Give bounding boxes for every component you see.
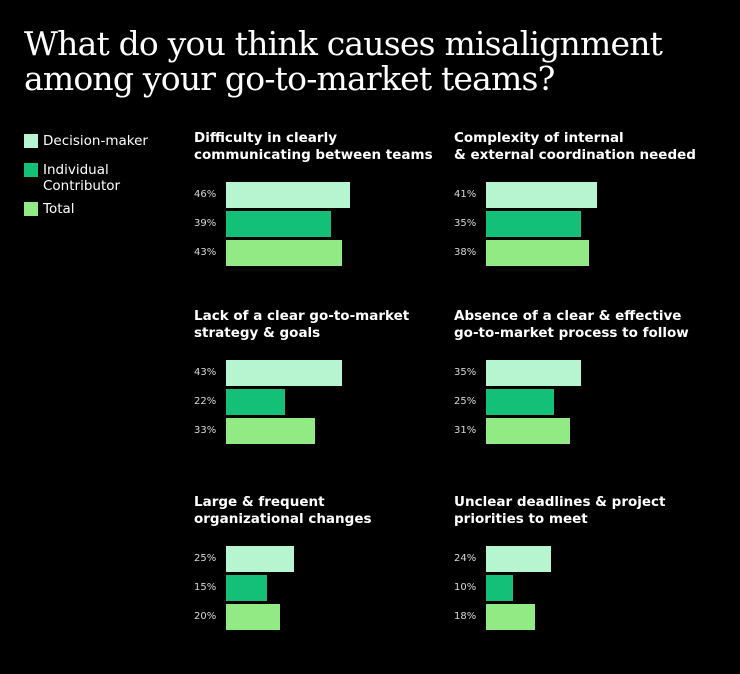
- data-label-decision-maker: 35%: [454, 367, 477, 378]
- bar-total: [486, 240, 589, 266]
- title-line-2: among your go-to-market teams?: [24, 59, 555, 98]
- bar-total: [486, 418, 570, 444]
- data-label-decision-maker: 25%: [194, 553, 217, 564]
- bar-individual-contributor: [226, 575, 267, 601]
- data-label-total: 43%: [194, 247, 217, 258]
- legend-label-total: Total: [43, 201, 75, 217]
- data-label-total: 38%: [454, 247, 477, 258]
- bar-decision-maker: [486, 360, 581, 386]
- data-label-decision-maker: 41%: [454, 189, 477, 200]
- chart-title: Large & frequent organizational changes: [194, 494, 439, 528]
- title-line-1: What do you think causes misalignment: [24, 24, 663, 63]
- bar-decision-maker: [226, 182, 351, 208]
- data-label-individual-contributor: 22%: [194, 396, 217, 407]
- chart-title-line: go-to-market process to follow: [454, 325, 689, 341]
- data-label-decision-maker: 43%: [194, 367, 217, 378]
- chart-title: Difficulty in clearly communicating betwe…: [194, 130, 439, 164]
- bar-individual-contributor: [486, 575, 513, 601]
- data-label-individual-contributor: 25%: [454, 396, 477, 407]
- legend-swatch-total: [24, 202, 38, 216]
- data-label-total: 18%: [454, 611, 477, 622]
- data-label-total: 20%: [194, 611, 217, 622]
- bar-individual-contributor: [226, 389, 286, 415]
- chart-panel: Absence of a clear & effective go-to-mark…: [454, 308, 704, 468]
- chart-title-line: & external coordination needed: [454, 147, 696, 163]
- chart-title-line: strategy & goals: [194, 325, 321, 341]
- bar-total: [226, 240, 343, 266]
- chart-title-line: organizational changes: [194, 511, 372, 527]
- legend-swatch-individual-contributor: [24, 163, 38, 177]
- legend-swatch-decision-maker: [24, 134, 38, 148]
- data-label-individual-contributor: 15%: [194, 582, 217, 593]
- legend-item-total: Total: [24, 201, 153, 217]
- bar-individual-contributor: [226, 211, 332, 237]
- bar-individual-contributor: [486, 211, 581, 237]
- chart-title-line: priorities to meet: [454, 511, 588, 527]
- chart-title-line: Difficulty in clearly: [194, 130, 338, 146]
- chart-panel: Large & frequent organizational changes 25…: [194, 494, 444, 654]
- legend-label-decision-maker: Decision-maker: [43, 133, 148, 149]
- bar-total: [486, 604, 535, 630]
- bar-individual-contributor: [486, 389, 554, 415]
- chart-title-line: Absence of a clear & effective: [454, 308, 682, 324]
- chart-title-line: Complexity of internal: [454, 130, 624, 146]
- bar-total: [226, 418, 316, 444]
- data-label-decision-maker: 46%: [194, 189, 217, 200]
- bar-decision-maker: [226, 360, 343, 386]
- chart-panel: Difficulty in clearly communicating betwe…: [194, 130, 444, 290]
- bar-total: [226, 604, 280, 630]
- chart-title-line: Lack of a clear go-to-market: [194, 308, 410, 324]
- legend-item-decision-maker: Decision-maker: [24, 133, 153, 149]
- data-label-individual-contributor: 35%: [454, 218, 477, 229]
- chart-panel: Lack of a clear go-to-market strategy & g…: [194, 308, 444, 468]
- chart-title-line: Unclear deadlines & project: [454, 494, 666, 510]
- chart-title: Absence of a clear & effective go-to-mark…: [454, 308, 699, 342]
- data-label-decision-maker: 24%: [454, 553, 477, 564]
- bar-decision-maker: [226, 546, 294, 572]
- chart-title: Unclear deadlines & project priorities to…: [454, 494, 699, 528]
- chart-title: Complexity of internal & external coordin…: [454, 130, 699, 164]
- chart-title-line: Large & frequent: [194, 494, 325, 510]
- page-title: What do you think causes misalignment am…: [24, 26, 714, 96]
- data-label-individual-contributor: 10%: [454, 582, 477, 593]
- chart-panel: Unclear deadlines & project priorities to…: [454, 494, 704, 654]
- bar-decision-maker: [486, 546, 551, 572]
- data-label-total: 31%: [454, 425, 477, 436]
- chart-title: Lack of a clear go-to-market strategy & g…: [194, 308, 439, 342]
- legend-label-individual-contributor: Individual Contributor: [43, 162, 121, 194]
- bar-decision-maker: [486, 182, 597, 208]
- data-label-individual-contributor: 39%: [194, 218, 217, 229]
- legend-item-individual-contributor: Individual Contributor: [24, 162, 153, 194]
- data-label-total: 33%: [194, 425, 217, 436]
- chart-title-line: communicating between teams: [194, 147, 433, 163]
- chart-panel: Complexity of internal & external coordin…: [454, 130, 704, 290]
